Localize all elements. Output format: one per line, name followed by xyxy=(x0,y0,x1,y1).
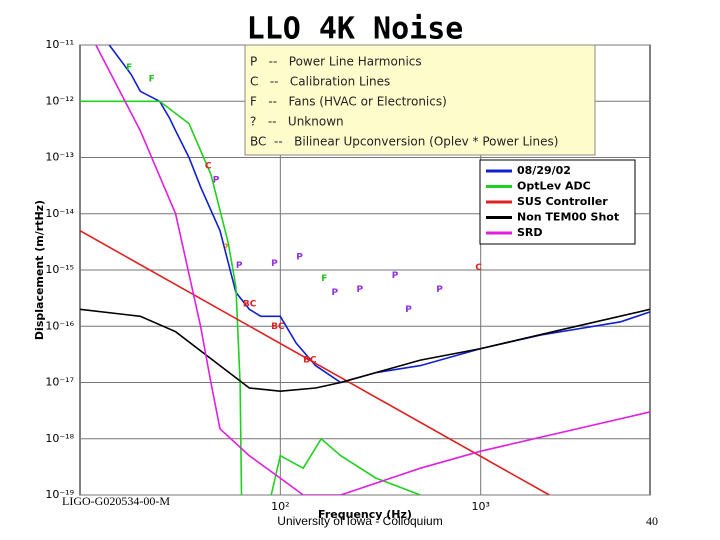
y-axis-label: Displacement (m/rtHz) xyxy=(33,200,46,340)
series-line xyxy=(80,308,650,393)
annotation: BC xyxy=(243,299,257,309)
annotation: P xyxy=(392,271,399,281)
x-axis-label: Frequency (Hz) xyxy=(318,508,412,521)
series-line xyxy=(80,230,550,495)
annotation: P xyxy=(271,259,278,269)
legend-label: SRD xyxy=(517,226,543,239)
y-tick-label: 10⁻¹² xyxy=(45,94,74,107)
footer-left: LIGO-G020534-00-M xyxy=(62,494,170,508)
y-tick-label: 10⁻¹⁵ xyxy=(45,263,74,276)
annotation: P xyxy=(357,285,364,295)
annotation: BC xyxy=(303,356,317,366)
y-tick-label: 10⁻¹⁴ xyxy=(45,207,74,220)
x-tick-label: 10² xyxy=(271,500,289,513)
legend-label: OptLev ADC xyxy=(517,180,591,193)
annotation: ? xyxy=(223,243,228,253)
y-tick-label: 10⁻¹³ xyxy=(45,151,74,164)
annotation: F xyxy=(126,63,132,73)
y-tick-label: 10⁻¹⁶ xyxy=(45,319,74,332)
legend xyxy=(479,159,636,245)
annotation: P xyxy=(236,261,243,271)
note: F -- Fans (HVAC or Electronics) xyxy=(250,95,447,109)
legend-label: SUS Controller xyxy=(517,195,608,208)
y-tick-label: 10⁻¹⁷ xyxy=(45,376,74,389)
annotation: BC xyxy=(271,322,285,332)
annotation: C xyxy=(475,263,482,273)
series-line xyxy=(80,100,421,495)
note: BC -- Bilinear Upconversion (Oplev * Pow… xyxy=(250,135,558,149)
annotation: F xyxy=(149,74,155,84)
notes-box xyxy=(244,44,596,156)
y-tick-label: 10⁻¹¹ xyxy=(45,38,74,51)
legend-label: 08/29/02 xyxy=(517,164,571,177)
y-tick-label: 10⁻¹⁸ xyxy=(45,432,74,445)
annotation: P xyxy=(331,288,338,298)
y-tick-label: 10⁻¹⁹ xyxy=(45,488,74,501)
series-line xyxy=(95,45,650,495)
x-tick-label: 10³ xyxy=(471,500,489,513)
annotation: P xyxy=(213,175,220,185)
annotation: P xyxy=(405,305,412,315)
footer-center: University of Iowa - Colloquium xyxy=(277,514,442,528)
annotation: P xyxy=(296,253,303,263)
legend-label: Non TEM00 Shot xyxy=(517,211,619,224)
note: P -- Power Line Harmonics xyxy=(250,55,422,69)
chart-title: LLO 4K Noise xyxy=(247,12,464,47)
annotation: C xyxy=(205,162,212,172)
note: ? -- Unknown xyxy=(250,115,344,129)
page-number: 40 xyxy=(646,514,658,528)
note: C -- Calibration Lines xyxy=(250,75,390,89)
annotation: F xyxy=(321,274,327,284)
annotation: P xyxy=(436,285,443,295)
series-line xyxy=(108,45,650,384)
